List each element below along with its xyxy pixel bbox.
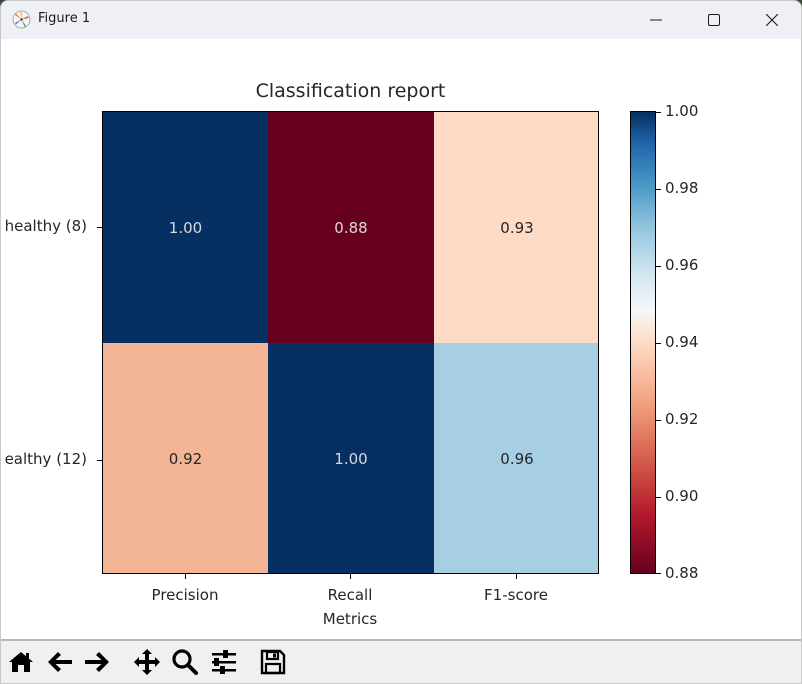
- cell-value: 0.88: [334, 218, 368, 237]
- save-button[interactable]: [258, 649, 288, 679]
- colorbar-label: 0.90: [665, 487, 699, 505]
- back-button[interactable]: [45, 649, 75, 679]
- y-tick-label: healthy (8): [4, 217, 87, 235]
- colorbar-label: 0.98: [665, 179, 699, 197]
- magnifier-icon: [171, 648, 199, 680]
- move-icon: [133, 648, 161, 680]
- title-bar[interactable]: Figure 1: [1, 1, 801, 39]
- y-tick-mark: [97, 227, 102, 228]
- heatmap-cell: 0.88: [268, 112, 434, 343]
- heatmap-axes[interactable]: 1.00 0.88 0.93 0.92 1.00 0.96: [102, 111, 599, 574]
- heatmap-cell: 0.93: [434, 112, 598, 343]
- x-tick-mark: [350, 574, 351, 579]
- colorbar-tick: [656, 112, 661, 113]
- colorbar-tick: [656, 497, 661, 498]
- x-tick-mark: [185, 574, 186, 579]
- chart-title: Classification report: [255, 80, 446, 102]
- x-axis-label: Metrics: [322, 610, 378, 628]
- forward-button[interactable]: [82, 649, 112, 679]
- window-title: Figure 1: [38, 11, 91, 26]
- colorbar-label: 0.92: [665, 410, 699, 428]
- zoom-button[interactable]: [170, 649, 200, 679]
- x-tick-label: Precision: [151, 586, 219, 604]
- pan-button[interactable]: [132, 649, 162, 679]
- colorbar-tick: [656, 573, 661, 574]
- matplotlib-logo-icon: [12, 10, 31, 29]
- colorbar-tick: [656, 420, 661, 421]
- heatmap-cell: 0.92: [103, 343, 268, 573]
- x-tick-label: Recall: [327, 586, 373, 604]
- x-tick-mark: [516, 574, 517, 579]
- minimize-button[interactable]: [627, 1, 685, 39]
- navigation-toolbar: [1, 639, 801, 683]
- cell-value: 0.96: [500, 450, 534, 468]
- colorbar-tick: [656, 189, 661, 190]
- maximize-button[interactable]: [685, 1, 743, 39]
- floppy-disk-icon: [260, 649, 286, 679]
- colorbar-label: 0.94: [665, 333, 699, 351]
- close-icon: [765, 11, 779, 30]
- maximize-icon: [708, 11, 720, 30]
- heatmap-cell: 0.96: [434, 343, 598, 573]
- configure-subplots-button[interactable]: [209, 649, 239, 679]
- heatmap-cell: 1.00: [103, 112, 268, 343]
- arrow-left-icon: [47, 650, 73, 678]
- home-icon: [8, 650, 34, 678]
- colorbar-label: 0.96: [665, 256, 699, 274]
- cell-value: 0.93: [500, 218, 534, 237]
- colorbar-label: 1.00: [665, 102, 699, 120]
- cell-value: 1.00: [168, 218, 203, 237]
- home-button[interactable]: [6, 649, 36, 679]
- colorbar-tick: [656, 266, 661, 267]
- colorbar: [630, 111, 656, 574]
- arrow-right-icon: [84, 650, 110, 678]
- colorbar-tick: [656, 343, 661, 344]
- y-tick-mark: [97, 460, 102, 461]
- minimize-icon: [650, 11, 662, 30]
- heatmap-cell: 1.00: [268, 343, 434, 573]
- colorbar-label: 0.88: [665, 564, 699, 582]
- y-tick-label: ealthy (12): [4, 450, 87, 468]
- sliders-icon: [210, 649, 238, 679]
- cell-value: 0.92: [168, 450, 203, 468]
- close-button[interactable]: [743, 1, 801, 39]
- x-tick-label: F1-score: [484, 586, 548, 604]
- cell-value: 1.00: [334, 450, 368, 468]
